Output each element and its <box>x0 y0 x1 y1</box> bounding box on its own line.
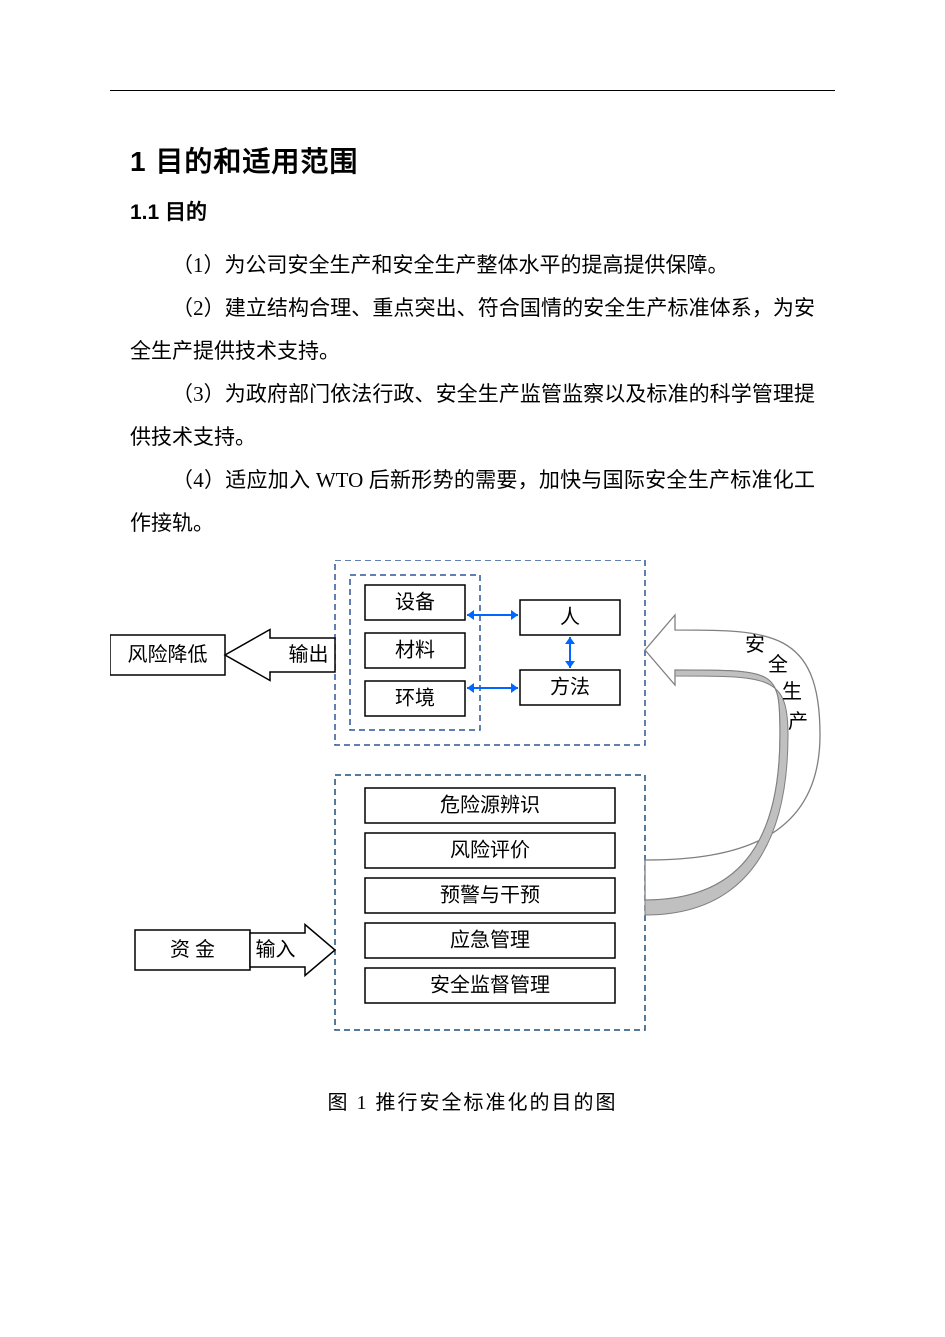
subsection-title: 1.1 目的 <box>130 196 815 226</box>
svg-text:设备: 设备 <box>395 591 435 614</box>
paragraph-3: （3）为政府部门依法行政、安全生产监管监察以及标准的科学管理提供技术支持。 <box>130 373 815 459</box>
svg-text:全: 全 <box>768 653 788 676</box>
svg-text:方法: 方法 <box>550 676 590 699</box>
svg-text:预警与干预: 预警与干预 <box>440 884 540 907</box>
svg-text:生: 生 <box>782 680 802 703</box>
paragraph-1: （1）为公司安全生产和安全生产整体水平的提高提供保障。 <box>130 244 815 287</box>
document-body: 1 目的和适用范围 1.1 目的 （1）为公司安全生产和安全生产整体水平的提高提… <box>130 140 815 545</box>
svg-text:安: 安 <box>745 633 765 656</box>
section-title: 1 目的和适用范围 <box>130 140 815 180</box>
svg-text:材料: 材料 <box>395 639 435 662</box>
svg-text:危险源辨识: 危险源辨识 <box>440 794 540 817</box>
svg-text:输出: 输出 <box>289 643 329 666</box>
svg-text:风险降低: 风险降低 <box>128 643 208 666</box>
svg-text:输入: 输入 <box>256 938 296 961</box>
figure-caption: 图 1 推行安全标准化的目的图 <box>0 1086 945 1115</box>
svg-text:安全监督管理: 安全监督管理 <box>430 974 550 997</box>
svg-text:应急管理: 应急管理 <box>450 929 530 952</box>
paragraph-2: （2）建立结构合理、重点突出、符合国情的安全生产标准体系，为安全生产提供技术支持… <box>130 287 815 373</box>
header-rule <box>110 90 835 91</box>
svg-text:环境: 环境 <box>395 687 435 710</box>
svg-text:风险评价: 风险评价 <box>450 839 530 862</box>
figure-diagram: 设备材料环境 人方法 风险降低 输出危险源辨识风险评价预警与干预应急管理安全监督管理 资… <box>110 560 835 1060</box>
svg-text:人: 人 <box>560 606 580 629</box>
svg-text:资 金: 资 金 <box>170 938 215 961</box>
paragraph-4: （4）适应加入 WTO 后新形势的需要，加快与国际安全生产标准化工作接轨。 <box>130 459 815 545</box>
document-page: 1 目的和适用范围 1.1 目的 （1）为公司安全生产和安全生产整体水平的提高提… <box>0 0 945 1337</box>
svg-text:产: 产 <box>788 710 808 733</box>
